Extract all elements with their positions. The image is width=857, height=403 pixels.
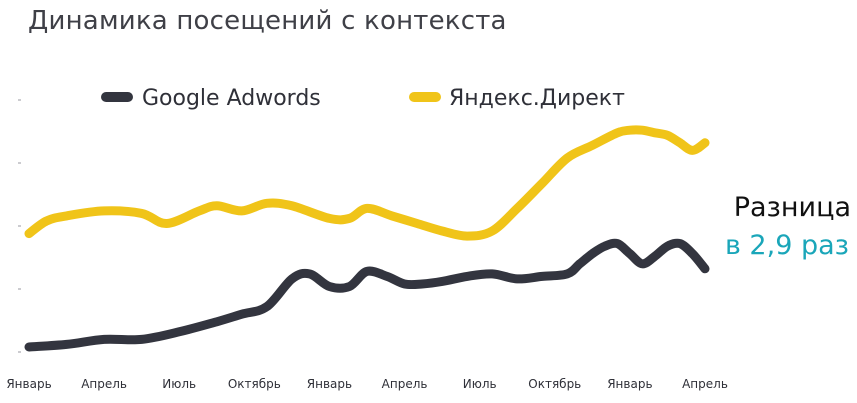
- x-tick-label: Апрель: [682, 377, 728, 391]
- chart-title: Динамика посещений с контекста: [28, 6, 507, 36]
- x-tick-label: Апрель: [382, 377, 428, 391]
- series-line-google: [24, 238, 710, 352]
- series-layer: [24, 125, 710, 352]
- legend-label-yandex: Яндекс.Директ: [449, 86, 625, 111]
- x-tick-label: Октябрь: [228, 377, 281, 391]
- x-tick-label: Апрель: [81, 377, 127, 391]
- difference-label: Разница: [733, 192, 851, 223]
- series-line-yandex: [24, 125, 710, 241]
- x-axis-labels: Январь Апрель Июль Октябрь Январь Апрель Июль О…: [6, 377, 728, 391]
- legend-label-google: Google Adwords: [142, 86, 321, 111]
- legend: Google Adwords Яндекс.Директ: [101, 86, 625, 111]
- legend-item-google[interactable]: Google Adwords: [101, 86, 321, 111]
- x-tick-label: Январь: [607, 377, 652, 391]
- y-axis-ticks: [18, 99, 21, 353]
- x-tick-label: Январь: [307, 377, 352, 391]
- x-tick-label: Июль: [162, 377, 196, 391]
- x-tick-label: Октябрь: [528, 377, 581, 391]
- difference-value: в 2,9 раз: [724, 230, 849, 261]
- legend-item-yandex[interactable]: Яндекс.Директ: [409, 86, 625, 111]
- x-tick-label: Январь: [6, 377, 51, 391]
- x-tick-label: Июль: [463, 377, 497, 391]
